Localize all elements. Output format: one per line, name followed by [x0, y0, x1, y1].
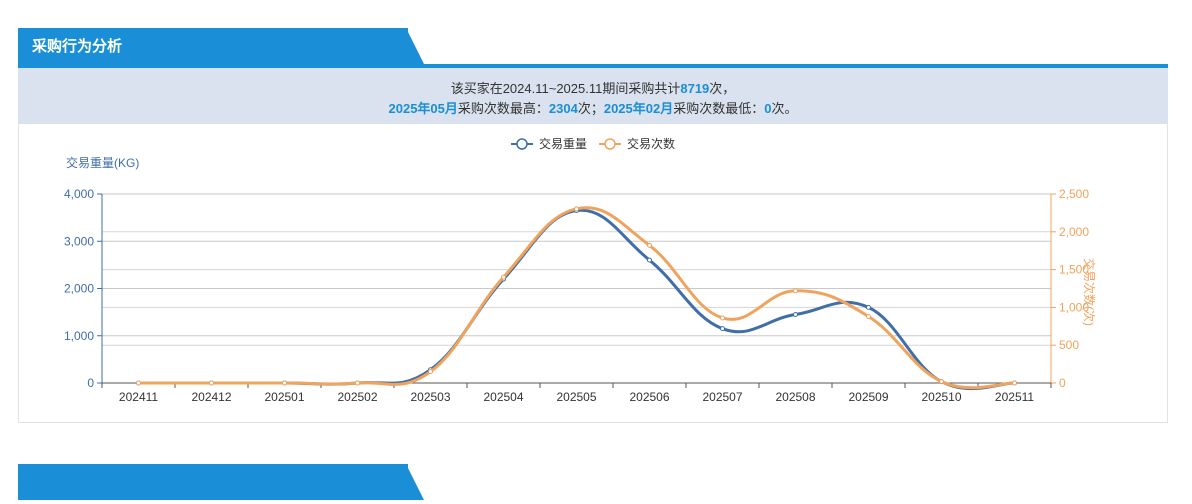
y-left-tick-label: 3,000	[64, 234, 94, 248]
series-point-1	[1012, 380, 1017, 386]
summary-line-2: 2025年05月采购次数最高：2304次；2025年02月采购次数最低：0次。	[18, 99, 1168, 119]
series-point-1	[720, 315, 725, 321]
summary-text: 采购次数最低：	[673, 101, 765, 116]
section-title: 采购行为分析	[18, 28, 408, 64]
legend-label-0: 交易重量	[539, 136, 587, 151]
summary-text: 该买家在2024.11~2025.11期间采购共计	[450, 81, 681, 96]
chart-container: 0 1,000 2,000 3,000 4,000 0 500 1,000 1,500 2,000…	[18, 124, 1168, 423]
x-tick-label: 202412	[191, 390, 231, 404]
x-tick-label: 202511	[995, 390, 1034, 404]
y-left-tick-label: 2,000	[64, 282, 94, 296]
y-right-tick-label: 0	[1059, 376, 1066, 390]
section-rule	[18, 64, 1168, 68]
summary-max-value: 2304	[548, 101, 578, 116]
series-point-1	[136, 380, 141, 386]
trade-chart: 0 1,000 2,000 3,000 4,000 0 500 1,000 1,500 2,000…	[64, 136, 1097, 404]
summary-min-value: 0	[764, 101, 772, 116]
y-right-tick-label: 500	[1059, 338, 1079, 352]
series-point-1	[647, 242, 652, 248]
y-right-tick-label: 2,000	[1059, 225, 1089, 239]
x-tick-label: 202504	[483, 390, 523, 404]
y-right-tick-label: 1,000	[1059, 300, 1089, 314]
series-point-1	[574, 206, 579, 212]
x-tick-label: 202501	[264, 390, 304, 404]
series-point-0	[866, 304, 871, 310]
x-tick-label: 202502	[337, 390, 377, 404]
summary-total: 8719	[680, 81, 710, 96]
x-tick-label: 202509	[848, 390, 888, 404]
series-point-1	[209, 380, 214, 386]
summary-panel: 该买家在2024.11~2025.11期间采购共计8719次， 2025年05月…	[18, 68, 1168, 124]
y-left-tick-label: 0	[87, 376, 94, 390]
legend-label-1: 交易次数	[627, 136, 675, 151]
summary-max-month: 2025年05月	[388, 101, 458, 116]
x-tick-label: 202411	[119, 390, 158, 404]
y-right-tick-label: 1,500	[1059, 263, 1089, 277]
y-left-tick-label: 1,000	[64, 329, 94, 343]
y-left-axis-title: 交易重量(KG)	[66, 155, 139, 170]
summary-min-month: 2025年02月	[603, 101, 674, 116]
y-right-axis-title: 交易次数(次)	[1082, 258, 1097, 326]
summary-text: 次；	[577, 101, 604, 116]
series-point-1	[355, 380, 360, 386]
y-right-tick-label: 2,500	[1059, 187, 1089, 201]
series-point-1	[939, 378, 944, 384]
x-tick-label: 202510	[921, 390, 961, 404]
x-tick-label: 202506	[629, 390, 669, 404]
series-point-1	[501, 274, 506, 280]
x-tick-label: 202505	[556, 390, 596, 404]
series-point-1	[866, 313, 871, 319]
section-header-purchase: 采购行为分析	[18, 28, 1168, 68]
series-point-1	[428, 369, 433, 375]
x-tick-label: 202503	[410, 390, 450, 404]
series-point-1	[282, 380, 287, 386]
summary-text: 采购次数最高：	[457, 101, 549, 116]
series-point-0	[720, 326, 725, 332]
series-line-1	[138, 206, 1015, 390]
legend-marker-0	[516, 138, 528, 150]
series-line-0	[138, 208, 1015, 391]
series-point-0	[793, 311, 798, 317]
series-point-0	[647, 257, 652, 263]
summary-text: 次，	[709, 81, 736, 96]
section-header-next	[18, 464, 1168, 504]
y-left-tick-label: 4,000	[64, 187, 94, 201]
series-point-1	[793, 288, 798, 294]
summary-text: 次。	[771, 101, 798, 116]
section-title-next	[18, 464, 408, 500]
section-tab-slant	[406, 464, 424, 500]
legend-marker-1	[604, 138, 616, 150]
x-tick-label: 202508	[775, 390, 815, 404]
x-tick-label: 202507	[702, 390, 742, 404]
summary-line-1: 该买家在2024.11~2025.11期间采购共计8719次，	[18, 79, 1168, 99]
section-tab-slant	[406, 28, 424, 64]
